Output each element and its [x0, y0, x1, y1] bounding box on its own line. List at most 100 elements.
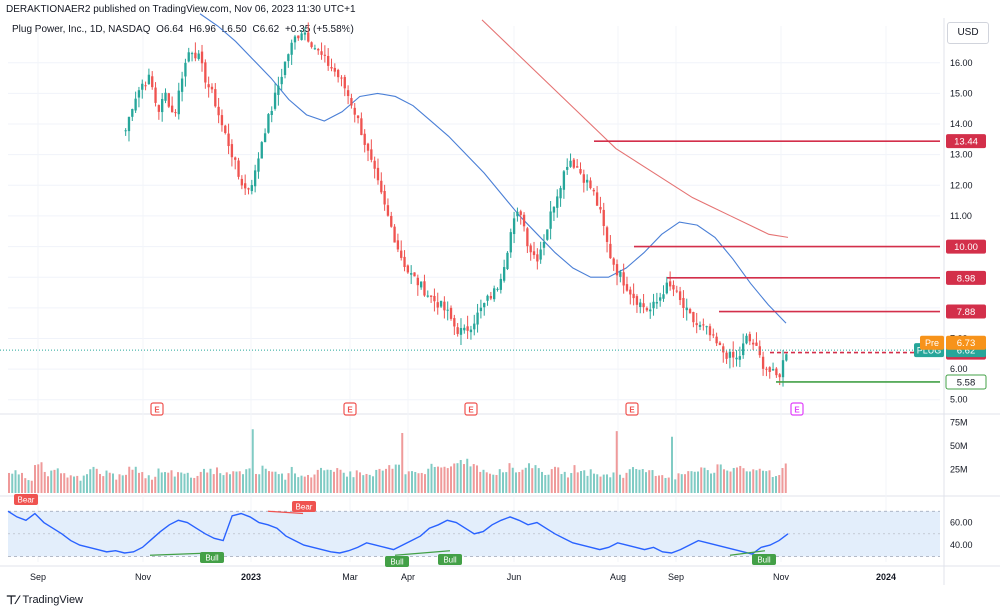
candle-body [303, 32, 307, 35]
volume-bar [573, 465, 576, 493]
candle-body [353, 107, 356, 115]
symbol-name[interactable]: Plug Power, Inc., 1D, NASDAQ [12, 24, 151, 35]
volume-bar [242, 474, 244, 493]
candle [214, 83, 217, 108]
candle [781, 349, 785, 387]
candle-body [200, 51, 204, 64]
candle-body [682, 297, 685, 308]
volume-bar [99, 473, 101, 493]
candle-body [732, 351, 735, 358]
candle [167, 92, 170, 109]
volume-bar [76, 475, 79, 493]
candle-body [416, 277, 419, 286]
candle [476, 303, 479, 333]
candle-body [702, 324, 705, 326]
candle [386, 198, 390, 217]
candle-body [715, 336, 718, 344]
volume-bar [479, 471, 482, 493]
candle [244, 174, 247, 195]
volume-bar [485, 472, 488, 493]
level-tag-label: 7.88 [957, 307, 976, 318]
volume-bar [27, 480, 30, 493]
volume-bar [606, 474, 608, 493]
candle-body [692, 312, 695, 323]
volume-bar [92, 466, 95, 493]
candle [200, 44, 204, 72]
volume-bar [658, 475, 660, 493]
volume-bar [50, 470, 53, 493]
candle [778, 373, 781, 386]
candle [137, 86, 141, 108]
time-axis[interactable]: Sep Nov 2023 Mar Apr Jun Aug Sep Nov 2024 [30, 572, 896, 582]
candle [645, 306, 649, 312]
volume-bar [424, 474, 426, 493]
candle-body [273, 92, 277, 109]
volume-bar [541, 471, 543, 493]
candle-body [725, 352, 728, 359]
volume-bar [14, 470, 17, 493]
volume-bar [53, 469, 56, 493]
volume-bar [440, 467, 443, 493]
candle-body [383, 190, 386, 205]
candle-body [649, 309, 652, 312]
volume-bar [121, 475, 124, 493]
tradingview-logo[interactable]: ⊤⁄ TradingView [6, 593, 83, 607]
candle-body [187, 52, 190, 62]
volume-bar [310, 477, 313, 493]
candle-body [678, 291, 682, 301]
volume-bar [586, 475, 589, 493]
volume-bar [567, 477, 569, 493]
candle [629, 286, 632, 305]
candle-body [758, 346, 761, 356]
level-tag [946, 270, 986, 285]
volume-bar [232, 471, 235, 493]
currency-button[interactable]: USD [947, 22, 989, 44]
candle-body [529, 245, 532, 253]
signal-label: Bear [14, 494, 38, 505]
candle [625, 276, 629, 292]
candle-body [755, 342, 758, 346]
candle-body [167, 93, 170, 107]
candle-body [745, 335, 748, 344]
candle [502, 259, 506, 283]
candle [642, 293, 645, 314]
candle-body [609, 243, 612, 259]
volume-bar [128, 466, 131, 493]
candle-body [373, 160, 376, 169]
price-axis[interactable]: 16.0015.0014.0013.0012.0011.0010.009.008… [950, 58, 973, 550]
candle [336, 68, 340, 83]
publish-header: DERAKTIONAER2 published on TradingView.c… [6, 4, 356, 15]
candle [722, 343, 725, 363]
time-tick-label: 2024 [876, 572, 896, 582]
volume-bar [508, 463, 511, 493]
support-tag [945, 374, 987, 390]
candle-body [230, 144, 234, 158]
candle [512, 211, 516, 244]
candle [190, 51, 194, 62]
volume-bar [342, 472, 345, 493]
candle-body [170, 105, 174, 113]
volume-bar [290, 466, 293, 493]
candle [416, 274, 419, 296]
pre-tag-label: Pre [925, 338, 939, 348]
candle-body [469, 329, 473, 333]
volume-bar [710, 473, 712, 493]
volume-bar [521, 469, 524, 493]
candle-body [728, 351, 732, 358]
earnings-box [790, 402, 804, 416]
candle [466, 315, 469, 339]
volume-bar [229, 474, 231, 493]
volume-bar [73, 476, 75, 493]
candle-body [287, 54, 290, 62]
volume-bar [131, 469, 134, 493]
candle-body [214, 89, 217, 107]
volume-tick-label: 50M [950, 441, 968, 451]
volume-bar [323, 470, 326, 493]
volume-bar [560, 474, 563, 493]
candle [439, 300, 443, 309]
volume-bar [284, 479, 287, 493]
candle [602, 202, 605, 236]
volume-bar [625, 472, 628, 493]
candle-body [400, 250, 403, 258]
